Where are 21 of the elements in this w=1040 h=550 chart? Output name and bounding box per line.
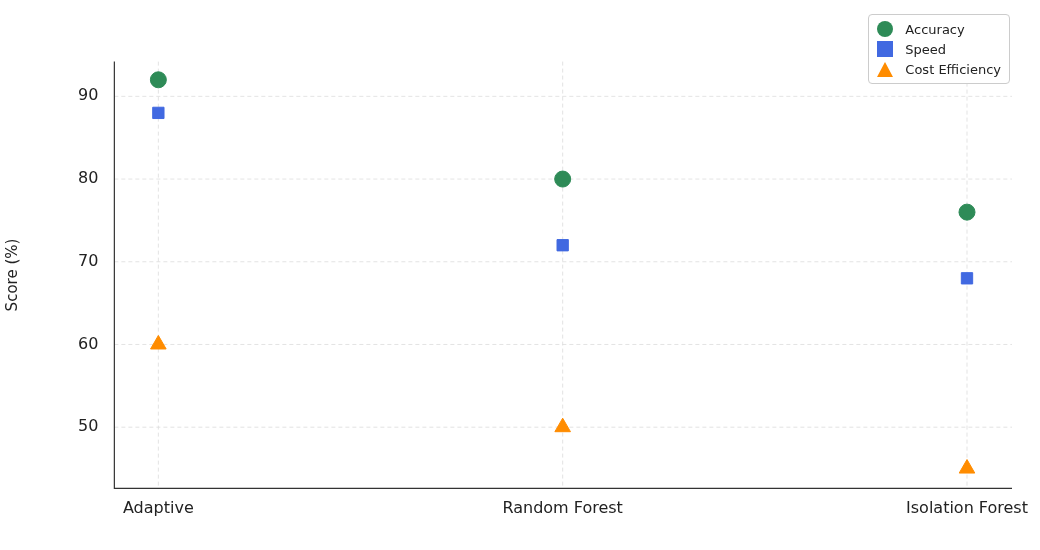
point [149,71,167,89]
y-tick-label: 60 [78,333,99,353]
y-tick-label: 70 [78,250,99,270]
y-tick-label: 90 [78,85,99,105]
x-tick-label: Adaptive [122,498,194,518]
point [960,272,974,285]
y-tick-label: 80 [78,168,99,188]
point [556,239,569,252]
legend-label: Speed [905,41,947,57]
legend-label: Accuracy [905,21,965,37]
x-tick-label: Random Forest [502,498,623,518]
point [150,334,167,350]
point [152,106,165,120]
y-tick-label: 50 [78,416,99,436]
point [958,459,976,474]
legend-label: Cost Efficiency [905,61,1001,77]
point [958,203,976,221]
x-tick-label: Isolation Forest [906,498,1028,518]
y-axis-title: Score (%) [2,238,21,312]
point [554,417,571,433]
point [554,170,572,188]
